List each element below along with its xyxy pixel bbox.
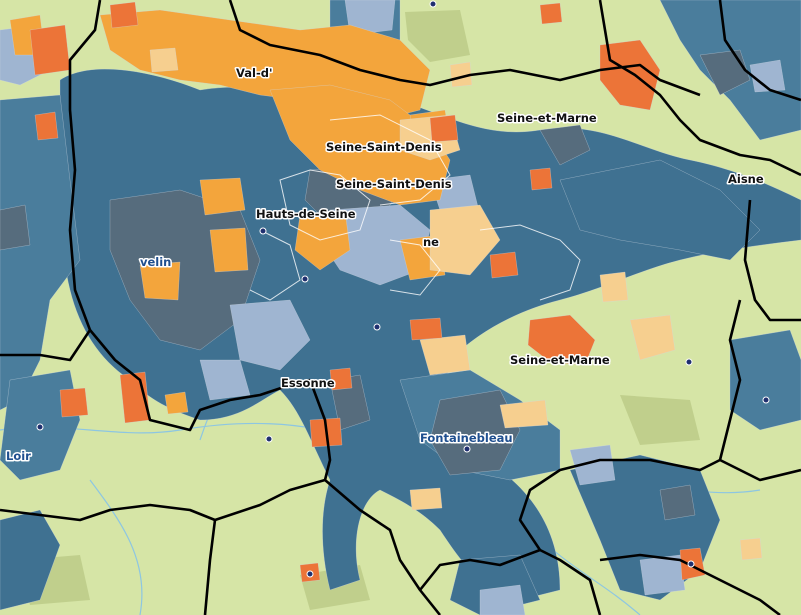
city-dot: [259, 227, 267, 235]
inner-boundaries: [249, 114, 581, 301]
municipality-layer-light-orange: [149, 47, 763, 561]
label-seine-et-marne-north: Seine-et-Marne: [497, 111, 597, 125]
map-labels: Val-d' Seine-et-Marne Seine-Saint-Denis …: [5, 65, 766, 465]
label-val-d: Val-d': [236, 66, 273, 80]
label-essonne: Essonne: [281, 376, 335, 390]
city-dot: [687, 560, 695, 568]
city-dot: [762, 396, 770, 404]
city-dot: [36, 423, 44, 431]
city-dot: [306, 570, 314, 578]
label-fontainebleau: Fontainebleau: [420, 431, 513, 445]
label-seine-saint-denis-2: Seine-Saint-Denis: [336, 177, 452, 191]
city-dot: [265, 435, 273, 443]
municipality-layer-red-orange: [29, 1, 706, 583]
label-ne: ne: [423, 235, 439, 249]
city-dot: [463, 445, 471, 453]
label-hauts-de-seine: Hauts-de-Seine: [256, 207, 356, 221]
city-dot: [373, 323, 381, 331]
city-markers: [36, 0, 770, 578]
city-dot: [429, 0, 437, 8]
label-seine-saint-denis: Seine-Saint-Denis: [326, 140, 442, 154]
municipality-layer-orange: [9, 9, 451, 415]
label-velin: velin: [140, 255, 171, 269]
label-seine-et-marne-south: Seine-et-Marne: [510, 353, 610, 367]
city-dot: [301, 275, 309, 283]
label-aisne: Aisne: [728, 172, 764, 186]
label-loir: Loir: [6, 449, 31, 463]
city-dot: [685, 358, 693, 366]
